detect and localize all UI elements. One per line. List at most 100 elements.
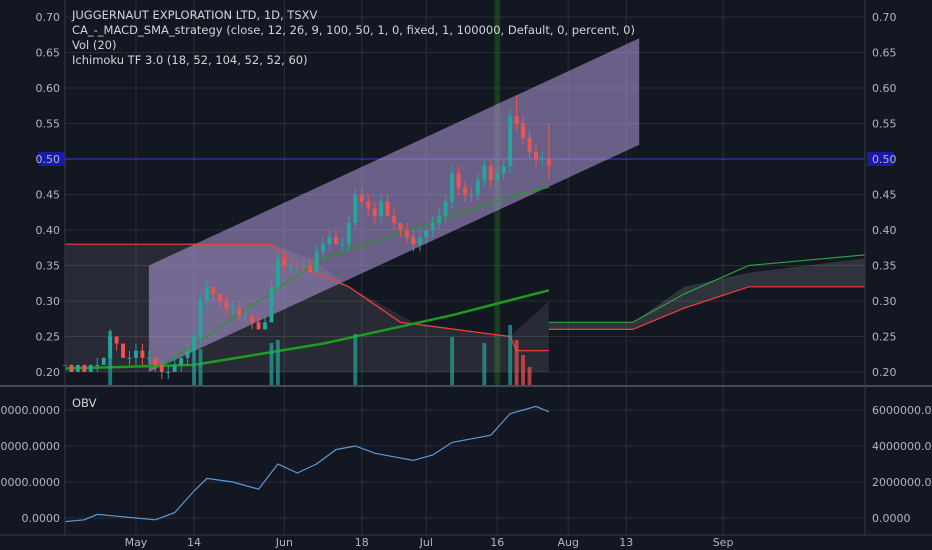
candle-body [166,372,171,373]
candle-body [501,166,506,174]
price-tick-left: 0.20 [36,366,61,379]
candle-body [495,173,500,181]
volume-bar [450,337,455,385]
ma-slow-line [64,289,550,370]
candle-body [172,364,177,372]
price-tick-left: 0.60 [36,82,61,95]
volume-bar [482,343,487,385]
candle-body [75,364,80,372]
candle-body [417,237,422,245]
candle-body [159,364,164,372]
candle-body [366,201,371,209]
obv-tick-left: 0.0000 [22,512,61,525]
obv-tick-right: 0.0000 [872,512,911,525]
candle-body [475,180,480,195]
price-tick-right: 0.45 [872,189,897,202]
candle-body [69,364,74,372]
candle-body [288,265,293,267]
obv-line [64,405,550,523]
candle-body [250,315,255,323]
volume-bar [521,355,525,385]
price-tick-left: 0.50 [36,153,61,166]
obv-tick-right: 6000000.0000 [872,404,932,417]
candle-body [282,258,287,266]
candle-body [398,222,403,230]
candle-body [140,350,145,358]
candle-body [430,222,435,230]
candle-body [379,201,384,216]
indicator-line-2: Vol (20) [72,38,116,52]
price-tick-right: 0.35 [872,260,897,273]
price-tick-right: 0.40 [872,224,897,237]
candle-body [146,357,151,359]
time-label: Jun [275,536,293,549]
price-tick-right: 0.50 [872,153,897,166]
time-label: Sep [713,536,734,549]
candle-body [321,244,325,252]
candle-body [450,173,455,202]
volume-bar [508,325,513,385]
volume-bar [198,349,203,385]
price-tick-right: 0.70 [872,11,897,24]
candle-body [275,258,280,287]
symbol-title: JUGGERNAUT EXPLORATION LTD, 1D, TSXV [71,8,318,22]
price-highlight-left-bg [38,152,65,166]
candle-body [224,301,229,309]
candle-body [372,208,377,216]
candle-body [217,293,222,301]
volume-bar [353,334,358,385]
time-label: 18 [355,536,369,549]
indicator-line-3: Ichimoku TF 3.0 (18, 52, 104, 52, 52, 60… [72,53,308,67]
candle-body [205,286,209,301]
candle-body [508,116,513,167]
price-tick-left: 0.40 [36,224,61,237]
candle-body [540,159,545,160]
time-label: May [125,536,148,549]
candle-body [482,166,487,181]
ma-fast-line [161,186,549,366]
time-label: 16 [490,536,504,549]
candle-body [88,364,93,372]
candle-body [308,265,313,273]
volume-bar [527,367,532,385]
obv-tick-left: 2000000.0000 [0,476,60,489]
ichimoku-cloud-future [548,258,865,330]
time-label: Jul [419,536,433,549]
candle-body [334,237,338,245]
candle-body [269,286,274,323]
candle-body [443,201,448,216]
time-label: 14 [187,536,201,549]
obv-tick-left: 6000000.0000 [0,404,60,417]
candle-body [359,194,364,202]
candle-body [411,237,416,245]
indicator-line-1: CA_-_MACD_SMA_strategy (close, 12, 26, 9… [72,23,635,37]
candle-body [134,350,138,358]
candle-body [82,364,87,372]
price-tick-right: 0.20 [872,366,897,379]
obv-label: OBV [72,396,97,410]
candle-body [314,251,319,273]
candle-body [211,286,216,294]
candle-body [95,364,100,366]
volume-bar [269,343,274,385]
volume-bar [275,340,280,385]
price-highlight-right-bg [867,152,894,166]
candle-body [527,137,532,152]
price-tick-left: 0.70 [36,11,61,24]
volume-bar [514,340,519,385]
volume-bar [192,337,196,385]
candle-body [392,215,396,223]
time-label: 13 [619,536,633,549]
obv-tick-right: 2000000.0000 [872,476,932,489]
candle-body [263,322,267,330]
candle-body [295,265,300,267]
candle-body [127,357,132,359]
candle-body [237,308,242,316]
span-future-line [548,254,866,323]
candle-body [521,123,525,138]
candle-body [301,265,306,267]
candle-body [256,322,261,330]
candle-body [340,244,345,246]
